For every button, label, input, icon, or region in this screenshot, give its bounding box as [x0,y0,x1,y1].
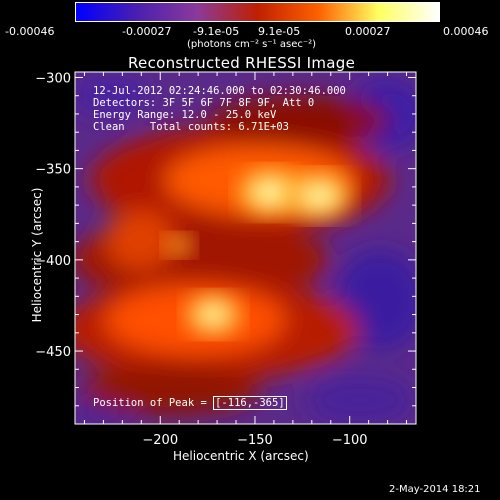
low-region [75,75,150,115]
x-axis-label: Heliocentric X (arcsec) [173,449,309,463]
peak-label-text: Position of Peak = [93,397,214,409]
peak-source [240,170,301,215]
peak-value: [-116,-365] [213,396,287,410]
footer-date: 2-May-2014 18:21 [389,484,481,495]
emission-band [210,95,390,145]
axis-ticks: −200 −150 −100 −300 −350 −400 −450 [35,71,416,448]
colorbar-tick: -0.00046 [5,25,55,38]
plot-frame [74,71,417,425]
clean-counts-label: Clean Total counts: 6.71E+03 [93,121,289,133]
y-tick-label: −400 [35,254,71,269]
y-tick-label: −350 [35,163,71,178]
colorbar [75,2,440,22]
colorbar-units: (photons cm⁻² s⁻¹ asec⁻²) [187,39,317,50]
emission-band [105,210,175,270]
energy-range-label: Energy Range: 12.0 - 25.0 keV [93,109,277,121]
x-tick-label: −200 [142,433,178,448]
colorbar-tick: -9.1e-05 [193,25,240,38]
colorbar-tick: -0.00027 [122,25,172,38]
emission-band [80,365,260,415]
chart-title: Reconstructed RHESSI Image [128,54,356,72]
emission-layer [75,75,416,424]
x-tick-label: −100 [332,433,368,448]
peak-position-label: Position of Peak = [-116,-365] [93,396,287,410]
time-range-label: 12-Jul-2012 02:24:46.000 to 02:30:46.000 [93,85,346,97]
colorbar-tick: 0.00046 [443,25,489,38]
x-tick-label: −150 [237,433,273,448]
low-region [305,375,415,424]
detectors-label: Detectors: 3F 5F 6F 7F 8F 9F, Att 0 [93,97,315,109]
colorbar-tick: 0.00027 [345,25,391,38]
peak-sources [164,170,350,334]
peak-source [289,174,350,219]
colorbar-gradient [76,3,439,21]
y-tick-label: −450 [35,345,71,360]
heatmap-image [75,72,416,424]
peak-source [187,295,240,334]
peak-source [164,234,194,256]
colorbar-tick: 9.1e-05 [258,25,301,38]
y-axis-label: Heliocentric Y (arcsec) [30,187,44,323]
y-tick-label: −300 [35,71,71,86]
